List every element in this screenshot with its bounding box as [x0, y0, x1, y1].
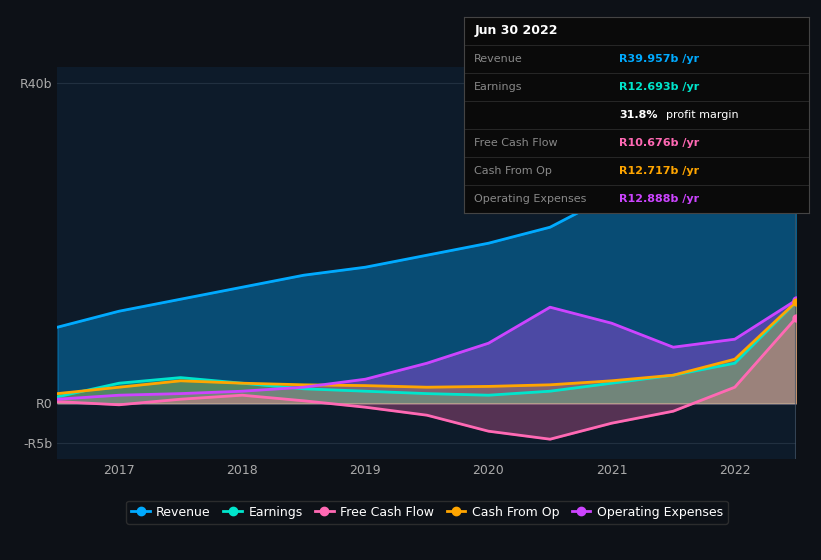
- Text: profit margin: profit margin: [666, 110, 738, 120]
- Text: Revenue: Revenue: [475, 54, 523, 64]
- Text: Free Cash Flow: Free Cash Flow: [475, 138, 557, 148]
- Text: Jun 30 2022: Jun 30 2022: [475, 24, 557, 38]
- Text: R12.888b /yr: R12.888b /yr: [619, 194, 699, 204]
- Text: 31.8%: 31.8%: [619, 110, 658, 120]
- Text: R12.717b /yr: R12.717b /yr: [619, 166, 699, 176]
- Text: R39.957b /yr: R39.957b /yr: [619, 54, 699, 64]
- Text: R12.693b /yr: R12.693b /yr: [619, 82, 699, 92]
- Legend: Revenue, Earnings, Free Cash Flow, Cash From Op, Operating Expenses: Revenue, Earnings, Free Cash Flow, Cash …: [126, 501, 727, 524]
- Text: Operating Expenses: Operating Expenses: [475, 194, 586, 204]
- Text: R10.676b /yr: R10.676b /yr: [619, 138, 699, 148]
- Text: Cash From Op: Cash From Op: [475, 166, 552, 176]
- Text: Earnings: Earnings: [475, 82, 523, 92]
